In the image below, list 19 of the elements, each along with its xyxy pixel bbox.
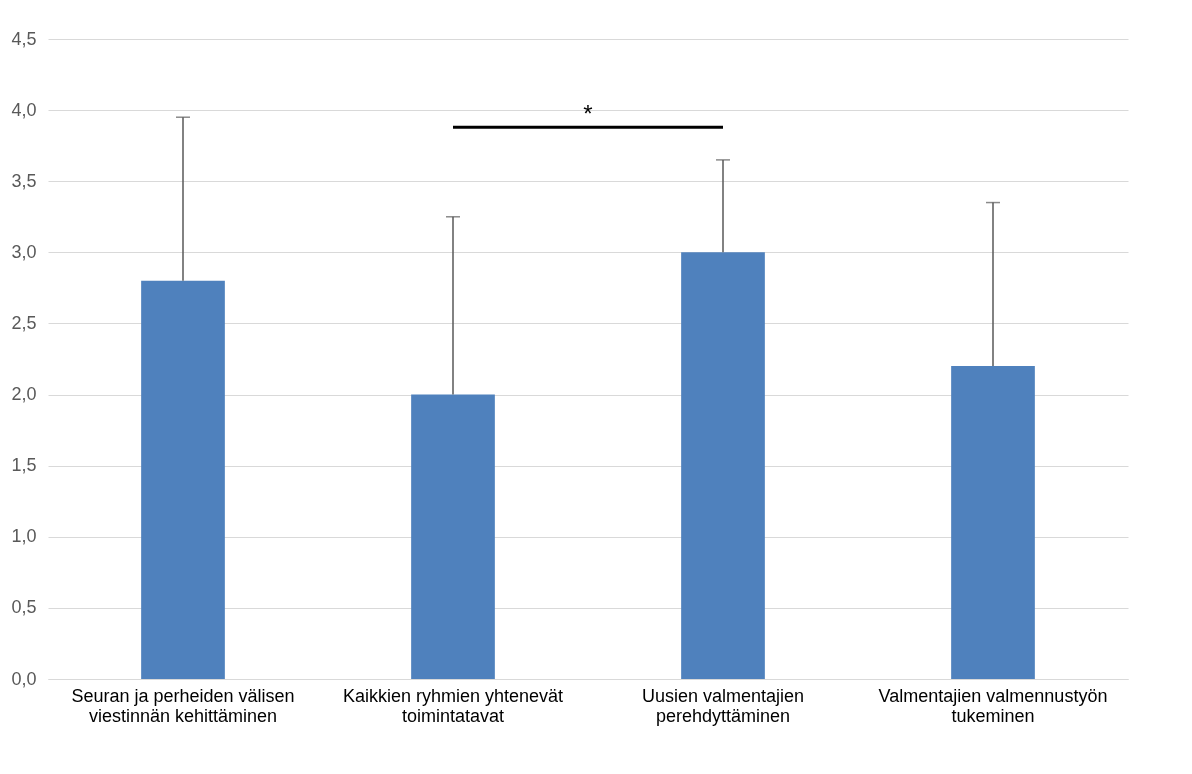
x-tick-label: Kaikkien ryhmien yhtenevät toimintatavat [342, 685, 564, 726]
bar [951, 366, 1035, 679]
x-tick-label: Uusien valmentajien perehdyttäminen [641, 685, 805, 726]
y-tick-label: 0,0 [11, 668, 37, 689]
bar [141, 280, 225, 679]
y-tick-label: 4,5 [11, 28, 37, 49]
y-tick-label: 3,0 [11, 241, 37, 262]
bar [681, 252, 765, 679]
y-tick-label: 2,0 [11, 384, 37, 405]
x-tick-label: Valmentajien valmennustyön tukeminen [878, 685, 1108, 726]
y-tick-label: 4,0 [11, 99, 37, 120]
bar [411, 394, 495, 679]
y-tick-label: 1,5 [11, 455, 37, 476]
y-tick-label: 0,5 [11, 597, 37, 618]
y-tick-label: 1,0 [11, 526, 37, 547]
x-tick-label: Seuran ja perheiden välisen viestinnän kehittäminen [71, 685, 295, 726]
y-tick-label: 3,5 [11, 170, 37, 191]
y-tick-label: 2,5 [11, 312, 37, 333]
annotation: * [583, 100, 593, 128]
